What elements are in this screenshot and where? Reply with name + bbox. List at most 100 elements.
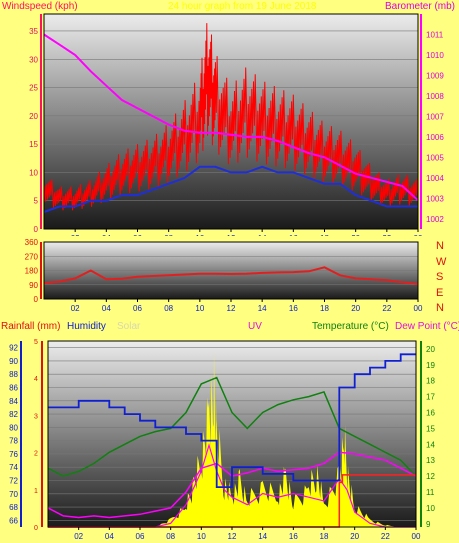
x-tick-label: 12: [227, 304, 236, 313]
barometer-tick-label: 1008: [426, 92, 444, 101]
barometer-tick-label: 1010: [426, 51, 444, 60]
x-tick-label: 06: [133, 304, 142, 313]
x-tick-label: 16: [289, 234, 298, 236]
rainfall-tick-label: 4: [34, 376, 38, 383]
barometer-tick-label: 1004: [426, 174, 444, 183]
x-tick-label: 04: [102, 304, 111, 313]
humidity-tick-label: 88: [9, 370, 18, 379]
direction-tick-label: 0: [34, 295, 39, 304]
x-tick-label: 00: [414, 234, 423, 236]
direction-tick-label: 360: [25, 238, 39, 247]
uv-label: UV: [248, 321, 262, 332]
compass-label-s: S: [436, 271, 444, 283]
rainfall-tick-label: 5: [34, 339, 38, 346]
x-tick-label: 22: [381, 532, 390, 541]
rainfall-axis-title: Rainfall (mm): [1, 321, 61, 332]
humidity-tick-label: 66: [9, 516, 18, 525]
temperature-axis-title: Temperature (°C): [312, 321, 389, 332]
x-tick-label: 14: [258, 304, 267, 313]
x-tick-label: 16: [289, 304, 298, 313]
windspeed-tick-label: 35: [29, 27, 38, 36]
temperature-tick-label: 17: [426, 393, 435, 402]
humidity-tick-label: 76: [9, 450, 18, 459]
x-tick-label: 08: [164, 234, 173, 236]
temperature-tick-label: 18: [426, 377, 435, 386]
rainfall-tick-label: 2: [34, 451, 38, 458]
barometer-tick-label: 1003: [426, 194, 444, 203]
x-tick-label: 12: [227, 234, 236, 236]
humidity-line: [48, 353, 416, 489]
temperature-tick-label: 15: [426, 424, 435, 433]
direction-tick-label: 270: [25, 252, 39, 261]
x-tick-label: 06: [133, 234, 142, 236]
compass-label-n-top: N: [436, 240, 444, 252]
windspeed-axis-title: Windspeed (kph): [2, 1, 78, 12]
windspeed-tick-label: 0: [34, 225, 39, 234]
rain-humidity-temperature-chart: 6668707274767880828486889092012345910111…: [9, 339, 435, 541]
rainfall-tick-label: 0: [34, 525, 38, 532]
humidity-tick-label: 80: [9, 423, 18, 432]
wind-direction-line: [43, 266, 419, 285]
x-tick-label: 00: [414, 304, 423, 313]
x-tick-label: 00: [412, 532, 421, 541]
temperature-tick-label: 19: [426, 361, 435, 370]
x-tick-label: 16: [289, 532, 298, 541]
x-tick-label: 10: [195, 234, 204, 236]
humidity-tick-label: 82: [9, 410, 18, 419]
x-tick-label: 18: [320, 532, 329, 541]
temperature-tick-label: 11: [426, 488, 435, 497]
x-tick-label: 02: [74, 532, 83, 541]
x-tick-label: 04: [105, 532, 114, 541]
temperature-line: [47, 376, 417, 477]
compass-label-e: E: [436, 287, 444, 299]
windspeed-tick-label: 15: [29, 140, 38, 149]
windspeed-tick-label: 20: [29, 112, 38, 121]
barometer-tick-label: 1007: [426, 112, 444, 121]
x-tick-label: 18: [320, 234, 329, 236]
x-tick-label: 18: [320, 304, 329, 313]
x-tick-label: 14: [258, 234, 267, 236]
barometer-tick-label: 1009: [426, 71, 444, 80]
temperature-tick-label: 9: [426, 520, 431, 529]
barometer-axis-title: Barometer (mb): [384, 1, 455, 12]
windspeed-tick-label: 30: [29, 55, 38, 64]
x-tick-label: 08: [164, 304, 173, 313]
compass-label-n-bottom: N: [436, 302, 444, 314]
x-tick-label: 02: [71, 234, 80, 236]
x-tick-label: 22: [382, 234, 391, 236]
pressure-line: [43, 33, 419, 202]
humidity-tick-label: 90: [9, 357, 18, 366]
direction-tick-label: 180: [25, 267, 39, 276]
humidity-tick-label: 84: [9, 397, 18, 406]
temperature-tick-label: 20: [426, 345, 435, 354]
humidity-tick-label: 92: [9, 344, 18, 353]
temperature-tick-label: 14: [426, 440, 435, 449]
temperature-tick-label: 12: [426, 472, 435, 481]
x-tick-label: 10: [195, 304, 204, 313]
wind-average-line: [43, 165, 418, 213]
x-tick-label: 20: [350, 532, 359, 541]
x-tick-label: 22: [382, 304, 391, 313]
humidity-tick-label: 68: [9, 503, 18, 512]
compass-label-w: W: [436, 256, 447, 268]
wind-gust-line: [43, 23, 418, 211]
barometer-tick-label: 1011: [426, 30, 444, 39]
humidity-tick-label: 78: [9, 437, 18, 446]
humidity-tick-label: 74: [9, 463, 18, 472]
graph-date-title: 24 hour graph from 19 June 2018: [168, 1, 317, 12]
windspeed-tick-label: 25: [29, 84, 38, 93]
barometer-tick-label: 1002: [426, 215, 444, 224]
barometer-tick-label: 1006: [426, 133, 444, 142]
x-tick-label: 02: [71, 304, 80, 313]
temperature-tick-label: 13: [426, 456, 435, 465]
x-tick-label: 20: [351, 234, 360, 236]
rainfall-tick-label: 1: [34, 488, 38, 495]
humidity-tick-label: 72: [9, 477, 18, 486]
x-tick-label: 04: [102, 234, 111, 236]
uv-line: [48, 443, 416, 528]
x-tick-label: 12: [228, 532, 237, 541]
direction-tick-label: 90: [29, 281, 38, 290]
dewpoint-axis-title: Dew Point (°C): [395, 321, 459, 332]
wind-pressure-chart: 0510152025303510021003100410051006100710…: [29, 13, 444, 236]
